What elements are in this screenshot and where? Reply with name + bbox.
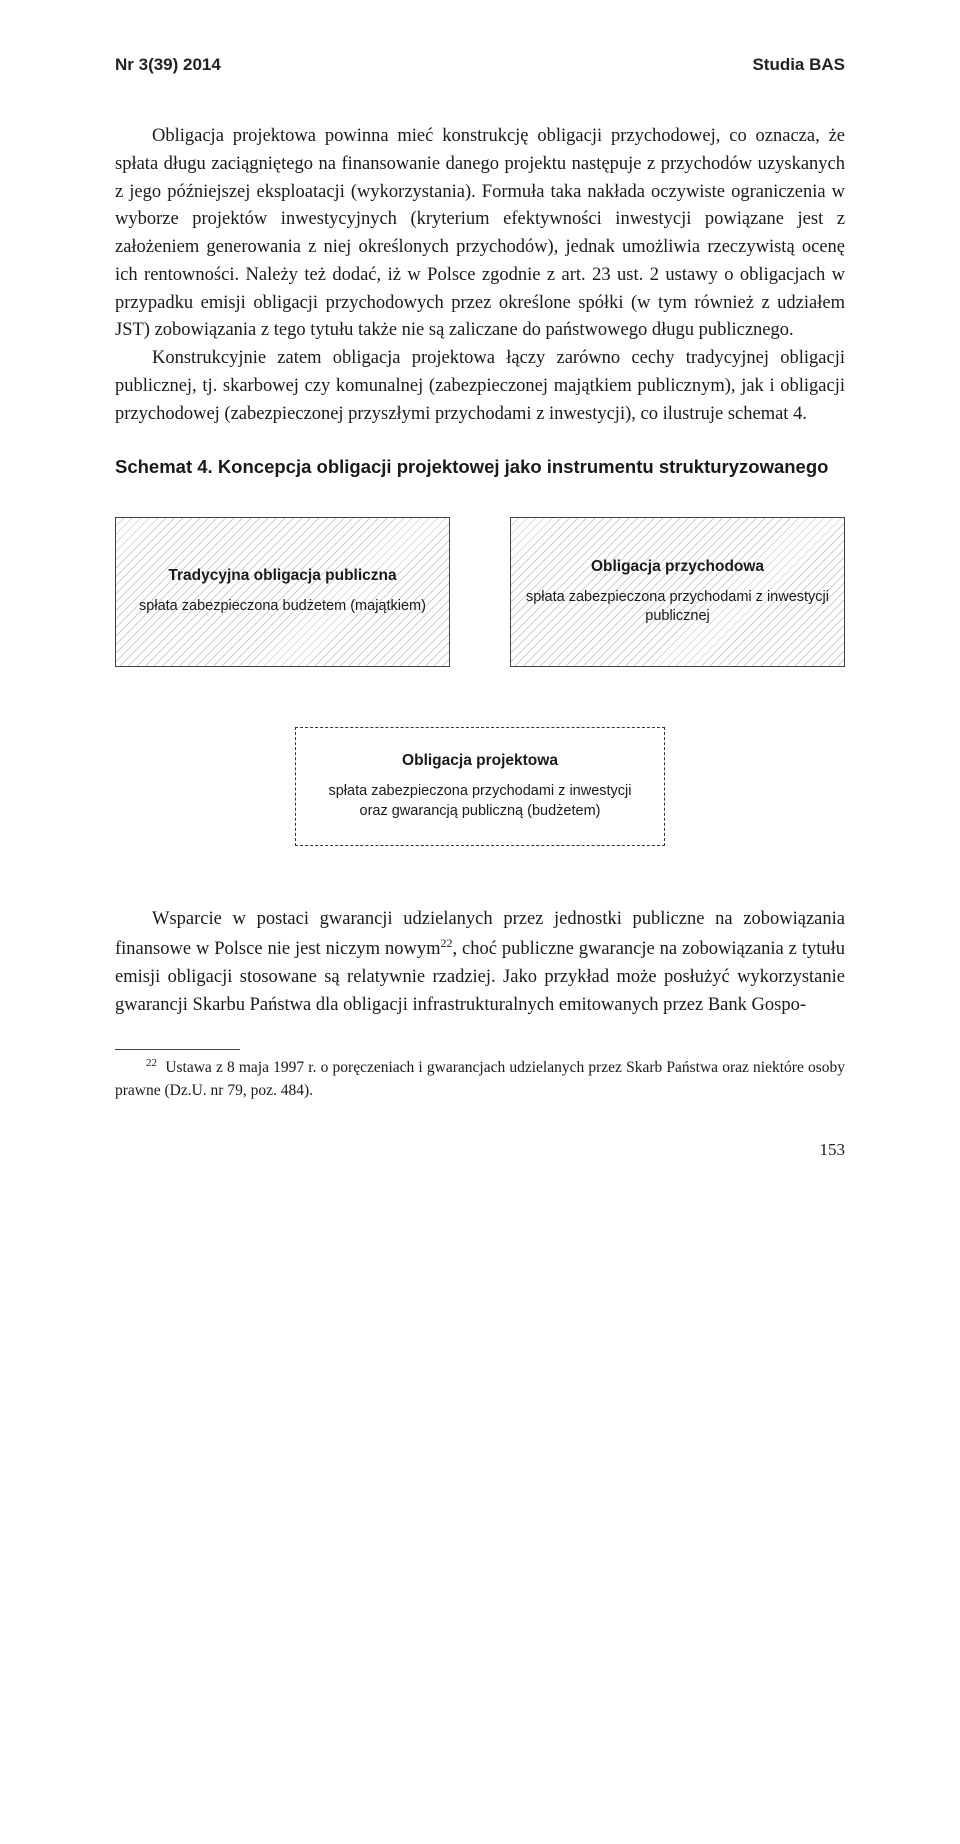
header-journal: Studia BAS	[752, 55, 845, 75]
page-number: 153	[115, 1140, 845, 1160]
footnote-number: 22	[146, 1057, 157, 1069]
footnote-ref-22: 22	[441, 936, 453, 950]
schema-box-revenue: Obligacja przychodowa spłata zabezpieczo…	[510, 517, 845, 667]
box-subtitle: spłata zabezpieczona przychodami z inwes…	[314, 782, 646, 821]
paragraph-1: Obligacja projektowa powinna mieć konstr…	[115, 123, 845, 345]
box-subtitle: spłata zabezpieczona budżetem (majątkiem…	[139, 597, 426, 617]
schema-heading: Schemat 4. Koncepcja obligacji projektow…	[115, 454, 845, 481]
header-issue: Nr 3(39) 2014	[115, 55, 221, 75]
footnote-separator	[115, 1049, 240, 1050]
box-subtitle: spłata zabezpieczona przychodami z inwes…	[521, 588, 834, 627]
paragraph-2: Konstrukcyjnie zatem obligacja projektow…	[115, 345, 845, 428]
schema-top-row: Tradycyjna obligacja publiczna spłata za…	[115, 517, 845, 667]
schema-box-project: Obligacja projektowa spłata zabezpieczon…	[295, 727, 665, 846]
page-header: Nr 3(39) 2014 Studia BAS	[115, 55, 845, 75]
footnote-22: 22 Ustawa z 8 maja 1997 r. o poręczeniac…	[115, 1056, 845, 1102]
box-title: Tradycyjna obligacja publiczna	[168, 567, 396, 585]
schema-box-traditional: Tradycyjna obligacja publiczna spłata za…	[115, 517, 450, 667]
schema-bottom-row: Obligacja projektowa spłata zabezpieczon…	[115, 727, 845, 846]
box-title: Obligacja projektowa	[402, 752, 558, 770]
box-title: Obligacja przychodowa	[591, 558, 764, 576]
footnote-text: Ustawa z 8 maja 1997 r. o poręczeniach i…	[115, 1060, 845, 1099]
paragraph-3: Wsparcie w postaci gwarancji udzielanych…	[115, 906, 845, 1019]
